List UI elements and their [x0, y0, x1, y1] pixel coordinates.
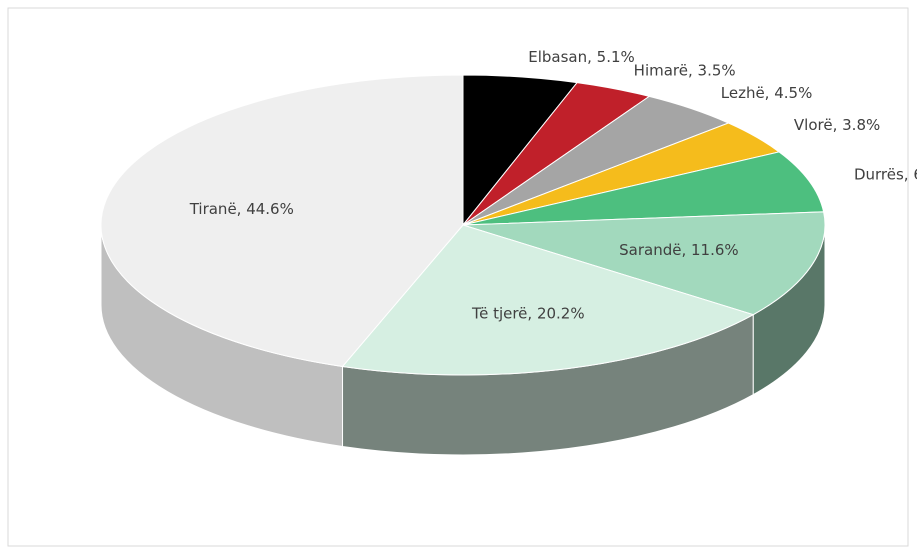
- slice: [462, 151, 825, 226]
- data-label: Elbasan, 5.1%: [528, 48, 635, 66]
- slice: [462, 211, 826, 316]
- data-label: Sarandë, 11.6%: [619, 241, 739, 259]
- slice: [100, 74, 464, 367]
- data-label: Durrës, 6.7%: [854, 166, 917, 184]
- data-label: Lezhë, 4.5%: [721, 84, 813, 102]
- data-label: Vlorë, 3.8%: [794, 116, 880, 134]
- slice: [341, 224, 755, 376]
- data-label: Të tjerë, 20.2%: [471, 304, 585, 322]
- data-label: Himarë, 3.5%: [634, 61, 736, 79]
- data-label: Tiranë, 44.6%: [189, 200, 294, 218]
